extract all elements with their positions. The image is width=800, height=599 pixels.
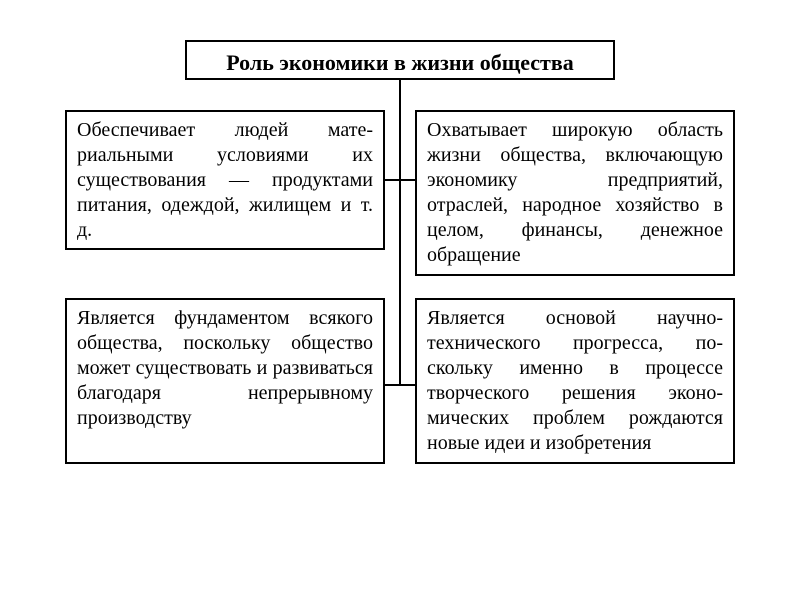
title-box: Роль экономики в жизни общества bbox=[185, 40, 615, 80]
cell-top-right: Охватывает широкую об­ласть жизни общест… bbox=[415, 110, 735, 276]
cell-top-left: Обеспечивает людей мате­риальными услови… bbox=[65, 110, 385, 250]
diagram-canvas: Роль экономики в жизни общества Обеспечи… bbox=[0, 0, 800, 599]
connector-row1-right bbox=[400, 179, 415, 181]
title-text: Роль экономики в жизни общества bbox=[226, 50, 574, 75]
connector-row2-right bbox=[400, 384, 415, 386]
cell-bottom-left-text: Является фундаментом всякого общества, п… bbox=[77, 307, 373, 429]
connector-row1-left bbox=[385, 179, 400, 181]
cell-bottom-right: Является основой научно-технического про… bbox=[415, 298, 735, 464]
cell-top-left-text: Обеспечивает людей мате­риальными услови… bbox=[77, 119, 373, 241]
connector-row2-left bbox=[385, 384, 400, 386]
cell-bottom-left: Является фундаментом всякого общества, п… bbox=[65, 298, 385, 464]
cell-bottom-right-text: Является основой научно-технического про… bbox=[427, 307, 723, 454]
connector-spine bbox=[399, 80, 401, 385]
cell-top-right-text: Охватывает широкую об­ласть жизни общест… bbox=[427, 119, 723, 266]
